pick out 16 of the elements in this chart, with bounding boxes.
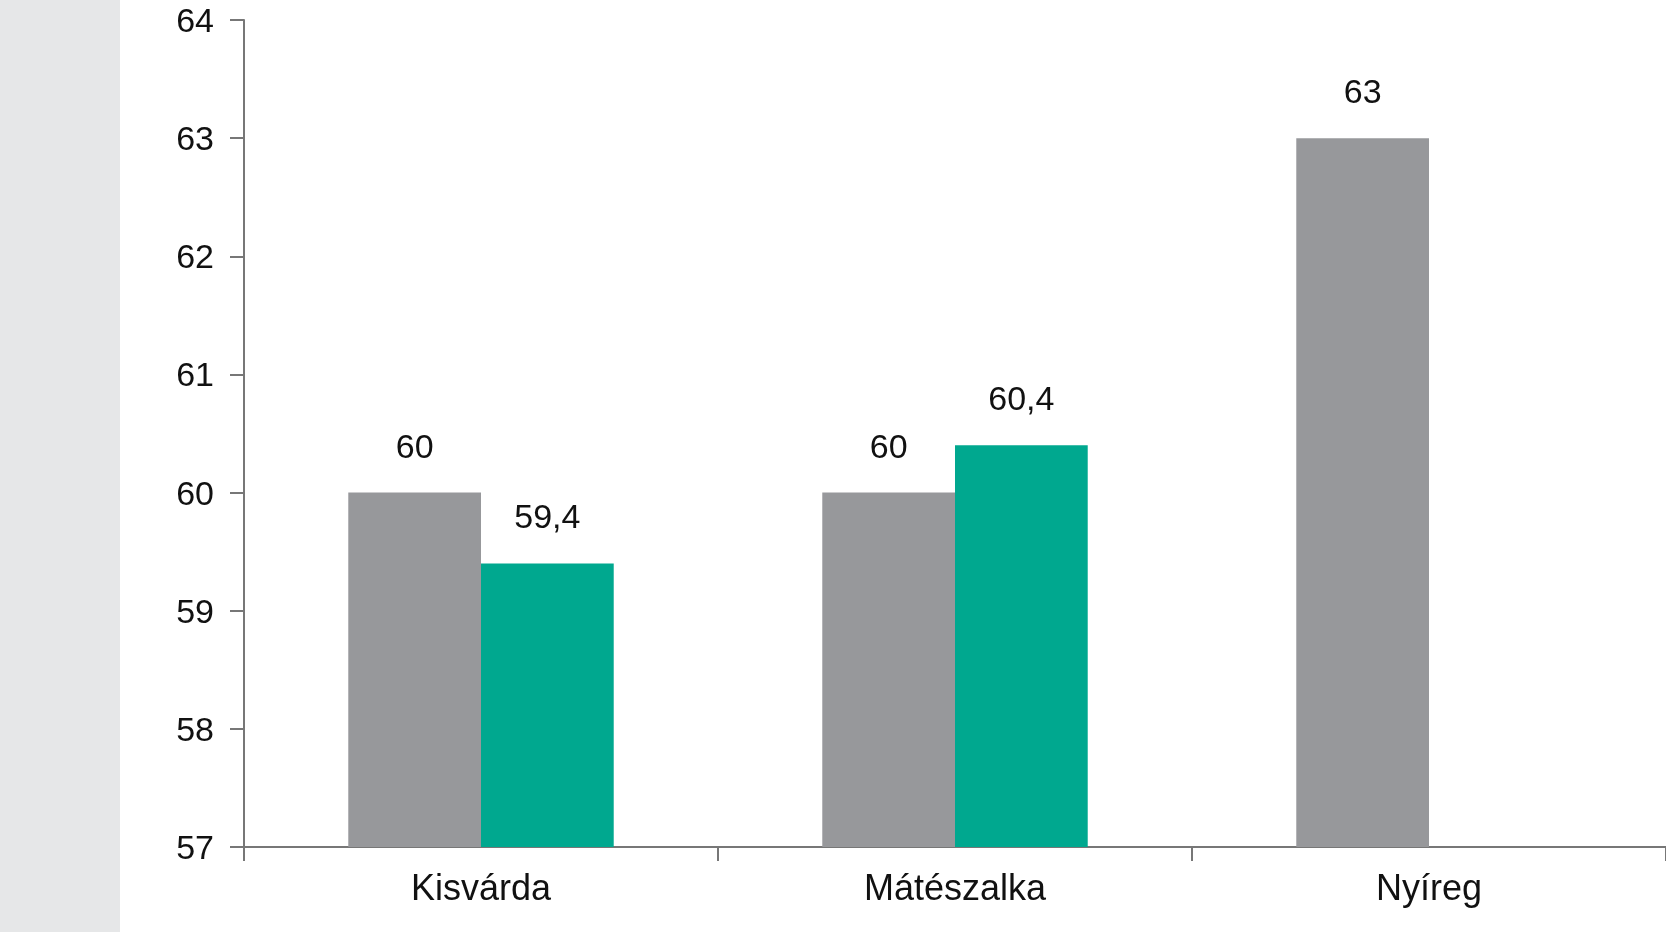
y-tick-label: 57 [176, 828, 214, 866]
x-tick-label: Mátészalka [863, 866, 1048, 908]
y-tick-label: 62 [176, 237, 214, 276]
data-label: 63 [1343, 72, 1382, 111]
y-tick-label: 64 [176, 1, 214, 39]
y-tick-label: 61 [176, 355, 214, 394]
y-tick-label: 58 [176, 709, 214, 748]
data-label: 60,4 [988, 379, 1055, 418]
data-label: 59,4 [514, 497, 581, 536]
y-tick-label: 63 [176, 119, 214, 158]
data-label: 60 [869, 426, 908, 465]
y-tick-label: 59 [176, 591, 214, 630]
y-tick-label: 60 [176, 473, 214, 512]
data-label: 60 [395, 426, 434, 465]
x-tick-label: Kisvárda [410, 866, 553, 908]
x-tick-label: Nyíreg [1375, 866, 1483, 908]
